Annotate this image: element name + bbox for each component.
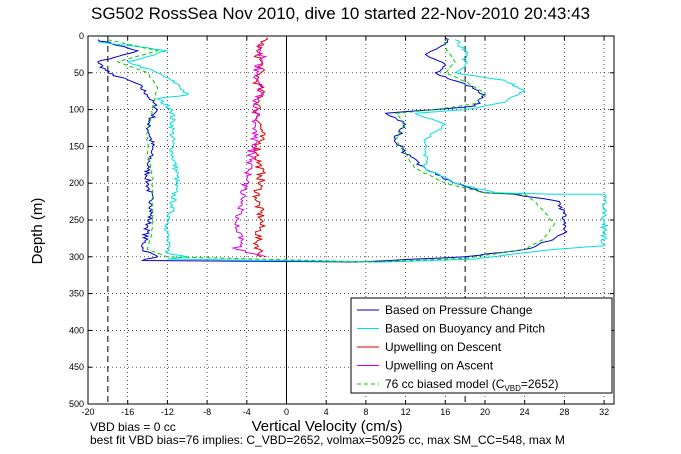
y-tick-label: 350	[69, 289, 84, 299]
y-tick-label: 500	[69, 399, 84, 409]
x-tick-label: -20	[81, 407, 94, 417]
x-tick-label: 32	[599, 407, 609, 417]
series-line	[251, 37, 269, 258]
x-tick-label: -16	[121, 407, 134, 417]
y-tick-label: 50	[74, 68, 84, 78]
x-tick-label: 8	[363, 407, 368, 417]
legend-label: Upwelling on Descent	[385, 340, 502, 354]
series-line	[107, 38, 556, 263]
x-tick-label: 12	[401, 407, 411, 417]
x-tick-label: 4	[324, 407, 329, 417]
x-tick-label: 0	[284, 407, 289, 417]
legend-box	[350, 297, 613, 394]
legend-label: Upwelling on Ascent	[385, 359, 494, 373]
y-tick-label: 200	[69, 178, 84, 188]
legend-label: Based on Pressure Change	[385, 303, 533, 317]
y-tick-label: 400	[69, 325, 84, 335]
y-tick-label: 150	[69, 141, 84, 151]
x-tick-label: -4	[243, 407, 251, 417]
y-tick-label: 450	[69, 362, 84, 372]
legend-label: 76 cc biased model (CVBD=2652)	[385, 377, 559, 393]
x-tick-label: -12	[161, 407, 174, 417]
x-tick-label: 28	[559, 407, 569, 417]
y-tick-label: 250	[69, 215, 84, 225]
series-line	[97, 39, 609, 263]
y-tick-label: 0	[79, 31, 84, 41]
series-line	[231, 42, 268, 258]
y-tick-label: 100	[69, 105, 84, 115]
x-axis-label: Vertical Velocity (cm/s)	[251, 418, 403, 435]
x-tick-label: -8	[203, 407, 211, 417]
vbd-bias-note: VBD bias = 0 cc	[90, 420, 176, 434]
chart-title: SG502 RossSea Nov 2010, dive 10 started …	[91, 4, 590, 23]
best-fit-note: best fit VBD bias=76 implies: C_VBD=2652…	[90, 433, 565, 447]
legend-label: Based on Buoyancy and Pitch	[385, 322, 545, 336]
legend: Based on Pressure Change Based on Buoyanc…	[350, 297, 613, 394]
x-tick-label: 24	[520, 407, 530, 417]
x-tick-label: 16	[440, 407, 450, 417]
y-tick-label: 300	[69, 252, 84, 262]
x-tick-label: 20	[480, 407, 490, 417]
